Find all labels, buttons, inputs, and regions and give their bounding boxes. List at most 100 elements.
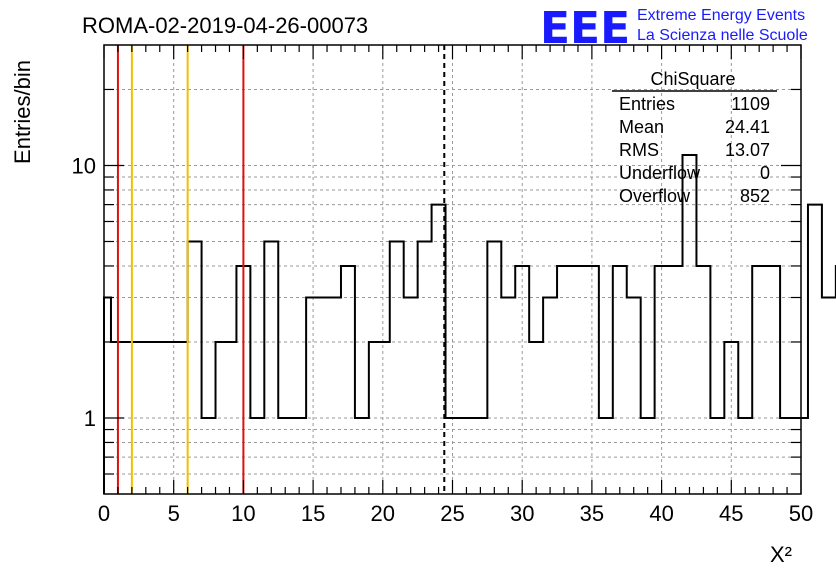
histogram-bin [529,342,536,494]
histogram-bin [515,266,522,494]
stats-row-label: Overflow [619,186,691,206]
stats-box: ChiSquare Entries 1109 Mean 24.41 RMS 13.07 Un… [612,69,777,206]
histogram-bin [487,241,494,494]
histogram-bin [195,241,202,494]
eee-logo: EEE Extreme Energy Events La Scienza nel… [540,3,808,54]
histogram-bin [425,241,432,494]
histogram-bin [306,298,313,494]
histogram-bin [655,266,662,494]
histogram-bin [446,418,453,494]
x-tick-label: 45 [719,501,743,526]
histogram-bin [390,241,397,494]
stats-row-value: 1109 [731,94,770,114]
histogram-bin [125,342,132,494]
stats-row-value: 24.41 [725,117,770,137]
histogram-bin [355,418,362,494]
histogram-bin [745,418,752,494]
histogram-bin [494,241,501,494]
histogram-bin [320,298,327,494]
histogram-bin [139,342,146,494]
histogram-bin [669,266,676,494]
histogram-bin [766,266,773,494]
histogram-bin [313,298,320,494]
x-tick-label: 50 [789,501,813,526]
histogram-bin [676,266,683,494]
histogram-bin [710,418,717,494]
x-tick-label: 35 [580,501,604,526]
x-tick-label: 25 [440,501,464,526]
logo-line-2: La Scienza nelle Scuole [637,27,808,44]
histogram-bin [592,266,599,494]
x-tick-label: 30 [510,501,534,526]
stats-rows: Entries 1109 Mean 24.41 RMS 13.07 Underflow 0 Ov… [619,94,770,206]
x-tick-label: 10 [231,501,255,526]
histogram-bin [522,266,529,494]
histogram-bin [585,266,592,494]
stats-row-label: Entries [619,94,675,114]
x-tick-label: 40 [649,501,673,526]
stats-row-label: Mean [619,117,664,137]
histogram-bin [397,241,404,494]
histogram-bin [662,266,669,494]
x-tick-label: 20 [371,501,395,526]
histogram-outline [103,154,836,494]
y-tick-label: 10 [72,153,96,178]
histogram-bin [466,418,473,494]
histogram-bin [703,266,710,494]
stats-row-label: RMS [619,140,659,160]
histogram-bin [174,342,181,494]
eee-logo-mark: EEE [540,3,630,54]
histogram-bin [216,342,223,494]
histogram-bin [243,266,250,494]
histogram-bin [620,266,627,494]
histogram-bin [153,342,160,494]
histogram-bin [536,342,543,494]
histogram-bin [160,342,167,494]
histogram-bin [411,298,418,494]
histogram-bin [599,418,606,494]
histogram-bin [829,298,836,494]
histogram-bin [752,266,759,494]
histogram-bin [724,342,731,494]
histogram-bin [731,342,738,494]
histogram-bin [453,418,460,494]
histogram-bin [209,418,216,494]
histogram-bin [557,266,564,494]
histogram-bin [780,418,787,494]
histogram-bin [264,241,271,494]
y-tick-label: 1 [84,406,96,431]
histogram-bin [202,418,209,494]
histogram-bin [167,342,174,494]
histogram-bin [815,205,822,494]
histogram-bin [696,266,703,494]
logo-line-1: Extreme Energy Events [637,7,805,24]
histogram-bin [222,342,229,494]
histogram-bin [578,266,585,494]
histogram-bin [738,418,745,494]
histogram-bin [104,298,111,494]
histogram-bin [543,298,550,494]
stats-row-value: 13.07 [725,140,770,160]
histogram-bin [271,241,278,494]
y-axis-label: Entries/bin [10,60,35,164]
histogram-bin [181,342,188,494]
histogram-bin [613,266,620,494]
histogram-bin [132,342,139,494]
histogram-bin [550,298,557,494]
histogram-bin [773,266,780,494]
histogram-bin [634,298,641,494]
histogram-bin [689,155,696,494]
histogram-bin [822,298,829,494]
histogram-bars [103,154,836,494]
histogram-bin [292,418,299,494]
histogram-bin [808,205,815,494]
histogram-bin [250,418,257,494]
histogram-bin [327,298,334,494]
chart-title: ROMA-02-2019-04-26-00073 [82,13,368,38]
histogram-bin [759,266,766,494]
histogram-bin [801,418,808,494]
histogram-bin [473,418,480,494]
stats-row-value: 852 [740,186,770,206]
histogram-bin [648,418,655,494]
